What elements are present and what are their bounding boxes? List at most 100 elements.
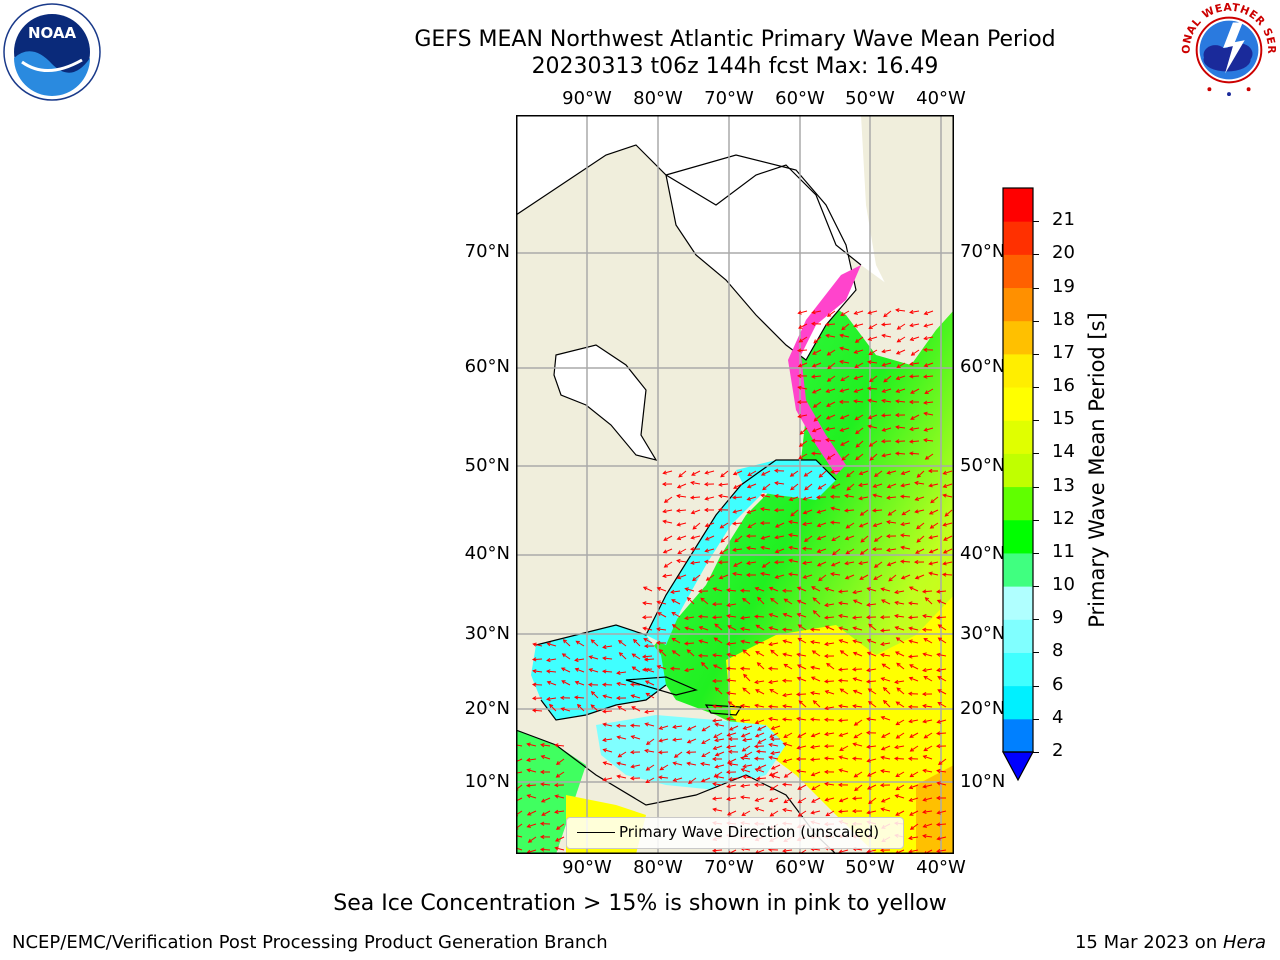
wave-arrow-head <box>873 576 878 580</box>
wave-arrow-head <box>909 747 915 752</box>
wave-arrow-head <box>824 602 829 608</box>
wave-arrow <box>873 522 883 527</box>
wave-arrow-head <box>908 785 914 790</box>
wave-arrow <box>853 590 863 594</box>
wave-arrow <box>910 323 920 327</box>
wave-arrow <box>923 705 933 708</box>
wave-arrow-head <box>812 610 817 615</box>
wave-arrow <box>769 642 779 646</box>
wave-arrow <box>715 723 725 727</box>
wave-arrow <box>618 640 627 647</box>
wave-arrow-head <box>532 642 537 647</box>
wave-arrow-head <box>894 614 899 619</box>
wave-arrow <box>882 334 892 338</box>
wave-arrow <box>789 559 799 563</box>
colorbar-segment <box>1003 287 1033 322</box>
wave-arrow <box>839 602 849 605</box>
wave-arrow-head <box>895 308 900 313</box>
wave-arrow-head <box>942 549 948 554</box>
wave-arrow <box>896 349 906 355</box>
wave-arrow <box>645 668 655 673</box>
wave-arrow-head <box>700 778 706 783</box>
wave-arrow-head <box>662 519 667 524</box>
wave-arrow-head <box>726 652 731 657</box>
wave-arrow <box>868 361 878 364</box>
colorbar-tick-mark <box>1033 320 1039 322</box>
wave-arrow <box>868 688 877 695</box>
wave-arrow <box>854 719 863 726</box>
wave-arrow <box>783 705 793 708</box>
wave-arrow-head <box>830 469 835 474</box>
wave-arrow <box>646 764 655 771</box>
wave-arrow-head <box>867 415 873 420</box>
wave-arrow <box>923 676 933 682</box>
wave-arrow <box>685 616 695 619</box>
wave-arrow <box>715 751 725 756</box>
wave-arrow-head <box>880 746 886 751</box>
wave-arrow-head <box>631 706 636 710</box>
wave-arrow-head <box>896 325 902 330</box>
wave-arrow-head <box>713 734 718 738</box>
wave-arrow <box>742 649 751 657</box>
wave-arrow <box>528 836 537 843</box>
wave-arrow-head <box>812 403 818 408</box>
wave-arrow <box>902 509 911 516</box>
wave-arrow <box>516 835 523 838</box>
colorbar-tick-label: 8 <box>1052 640 1064 662</box>
wave-arrow-head <box>559 695 565 700</box>
wave-arrow <box>617 775 627 779</box>
wave-arrow-head <box>872 493 877 498</box>
wave-arrow-head <box>560 667 566 672</box>
wave-arrow-head <box>727 701 733 706</box>
wave-arrow-head <box>839 427 844 432</box>
wave-arrow <box>645 710 655 713</box>
wave-arrow-head <box>853 773 858 778</box>
footer-date: 15 Mar 2023 on Hera <box>1075 932 1266 953</box>
wave-arrow <box>804 483 813 491</box>
wave-arrow <box>743 674 751 682</box>
wave-arrow-head <box>798 455 803 460</box>
wave-arrow <box>797 587 807 592</box>
wave-arrow <box>845 535 855 540</box>
wave-arrow-head <box>826 377 832 382</box>
wave-arrow-head <box>831 537 836 542</box>
wave-arrow <box>937 770 947 773</box>
wave-arrow <box>741 616 751 619</box>
wave-arrow-head <box>781 678 787 683</box>
wave-arrow <box>818 483 827 490</box>
wave-arrow <box>936 590 947 593</box>
wave-arrow-head <box>796 652 801 657</box>
wave-arrow-head <box>899 533 905 538</box>
wave-arrow-head <box>714 752 720 757</box>
wave-arrow-head <box>768 742 773 747</box>
wave-arrow <box>887 561 897 566</box>
wave-arrow <box>575 681 585 686</box>
wave-arrow <box>633 639 641 647</box>
wave-arrow <box>800 427 808 435</box>
wave-arrow-head <box>802 560 807 565</box>
wave-arrow-head <box>880 599 886 604</box>
wave-arrow <box>743 764 753 768</box>
wave-arrow-head <box>683 641 689 646</box>
wave-arrow-head <box>811 786 816 791</box>
wave-arrow-head <box>811 310 816 315</box>
wave-arrow-head <box>788 533 793 538</box>
wave-arrow <box>826 663 835 670</box>
lon-label-top-40w: 40°W <box>916 88 966 109</box>
wave-arrow <box>887 548 897 551</box>
wave-arrow-head <box>838 768 843 773</box>
wave-arrow <box>895 452 906 455</box>
wave-arrow <box>812 362 822 367</box>
wave-arrow <box>673 777 683 782</box>
wave-arrow <box>783 613 793 618</box>
wave-arrow-head <box>895 425 900 430</box>
wave-arrow <box>747 483 757 488</box>
wave-arrow <box>909 732 919 738</box>
wave-arrow-head <box>812 350 817 355</box>
wave-arrow-head <box>768 642 773 647</box>
wave-arrow-head <box>841 326 846 331</box>
wave-arrow <box>874 561 883 568</box>
wave-arrow-head <box>740 768 746 773</box>
wave-arrow <box>908 616 919 619</box>
wave-arrow-head <box>760 507 765 512</box>
